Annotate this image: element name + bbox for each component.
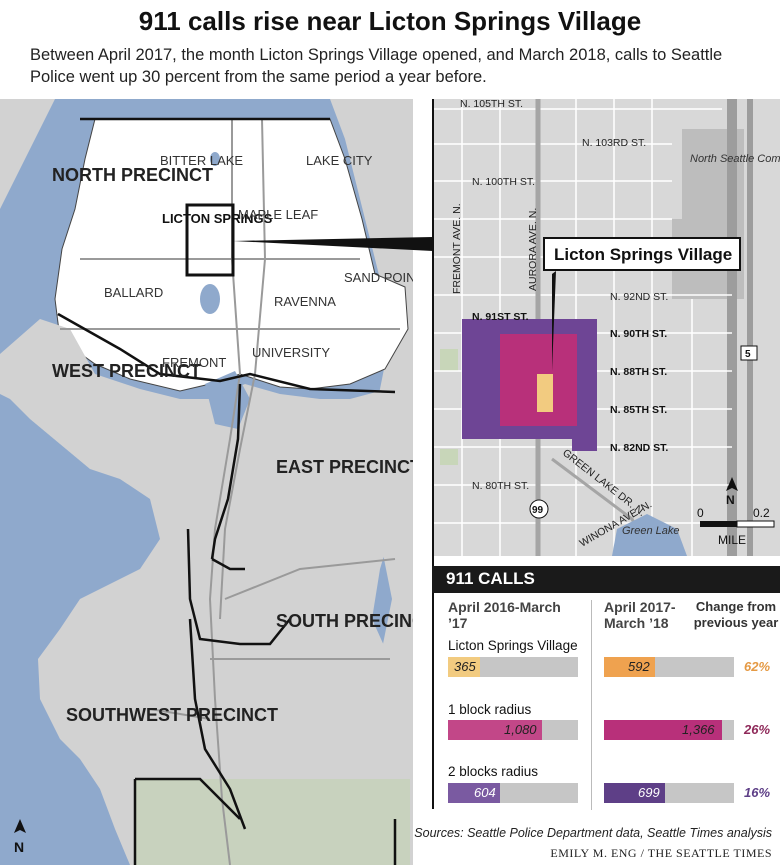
- svg-text:N. 85TH ST.: N. 85TH ST.: [610, 404, 667, 416]
- connector-line: [233, 237, 433, 251]
- precinct-label: SOUTHWEST PRECINCT: [66, 705, 278, 725]
- svg-text:0.2: 0.2: [753, 506, 770, 520]
- highway-99-icon: 99: [529, 499, 549, 519]
- neighborhood-label: SAND POINT: [344, 270, 413, 285]
- col-header: Change from previous year: [693, 599, 779, 630]
- bar-value: 1,366: [682, 722, 715, 737]
- bar-track: 592: [604, 657, 734, 677]
- svg-text:N: N: [14, 839, 24, 855]
- neighborhood-label: UNIVERSITY: [252, 345, 330, 360]
- row-label: 2 blocks radius: [448, 764, 539, 779]
- svg-text:MILE: MILE: [718, 533, 746, 547]
- svg-text:N. 80TH ST.: N. 80TH ST.: [472, 480, 529, 492]
- precinct-label: NORTH PRECINCT: [52, 165, 213, 185]
- bar-value: 592: [628, 659, 650, 674]
- svg-text:Green Lake: Green Lake: [622, 525, 679, 537]
- bitter-lake-small: [210, 152, 220, 166]
- change-value: 26%: [744, 722, 771, 737]
- svg-text:0: 0: [697, 506, 704, 520]
- harbor-island: [170, 544, 205, 577]
- green-lake-small: [200, 284, 220, 314]
- svg-text:99: 99: [532, 505, 544, 516]
- neighborhood-label: BALLARD: [104, 285, 163, 300]
- licton-springs-box: [185, 203, 235, 277]
- west-land: [0, 99, 55, 209]
- bar-track: 365: [448, 657, 578, 677]
- svg-text:N. 82ND ST.: N. 82ND ST.: [610, 442, 668, 454]
- bar-before: [448, 657, 480, 677]
- licton-springs-village-lot: [537, 374, 553, 412]
- svg-text:North Seattle Community Colleg: North Seattle Community College: [690, 153, 780, 165]
- green-lake: [612, 514, 687, 556]
- inset-map[interactable]: N. 105TH ST. N. 103RD ST. N. 100TH ST. N…: [432, 99, 780, 556]
- bar-track: 604: [448, 783, 578, 803]
- south-seattle: [0, 319, 405, 865]
- svg-text:N. 88TH ST.: N. 88TH ST.: [610, 366, 667, 378]
- svg-text:N. 92ND ST.: N. 92ND ST.: [610, 291, 668, 303]
- page-title: 911 calls rise near Licton Springs Villa…: [138, 6, 642, 36]
- neighborhood-label: RAVENNA: [274, 294, 336, 309]
- neighborhood-label: LAKE CITY: [306, 153, 373, 168]
- north-arrow-icon: N: [726, 477, 738, 507]
- neighborhood-label: BITTER LAKE: [160, 153, 243, 168]
- table-heading: 911 CALLS: [432, 566, 780, 593]
- col-header: April 2016-March ’17: [448, 599, 561, 631]
- subtitle: Between April 2017, the month Licton Spr…: [30, 46, 723, 86]
- svg-text:N. 103RD ST.: N. 103RD ST.: [582, 137, 646, 149]
- precinct-label: SOUTH PRECINCT: [276, 611, 413, 631]
- precinct-label: WEST PRECINCT: [52, 361, 201, 381]
- bar-track: 699: [604, 783, 734, 803]
- callout-box: [543, 237, 741, 271]
- svg-text:5: 5: [745, 349, 751, 360]
- bar-value: 699: [638, 785, 660, 800]
- bar-track: 1,366: [604, 720, 734, 740]
- highway-5-icon: 5: [740, 345, 758, 361]
- bar-before: [448, 720, 542, 740]
- neighborhood-label: LICTON SPRINGS: [162, 211, 273, 226]
- change-value: 62%: [744, 659, 771, 674]
- bar-after: [604, 720, 723, 740]
- bar-after: [604, 657, 656, 677]
- bar-value: 604: [474, 785, 496, 800]
- credit: EMILY M. ENG / THE SEATTLE TIMES: [550, 846, 772, 860]
- svg-text:N. 105TH ST.: N. 105TH ST.: [460, 99, 523, 110]
- svg-text:N: N: [726, 493, 735, 507]
- row-label: 1 block radius: [448, 702, 532, 717]
- change-value: 16%: [744, 785, 771, 800]
- col-header: April 2017-March ’18: [604, 599, 676, 631]
- svg-text:AURORA AVE. N.: AURORA AVE. N.: [527, 208, 539, 291]
- bar-before: [448, 783, 501, 803]
- source-note: Sources: Seattle Police Department data,…: [414, 826, 772, 840]
- svg-text:N. 91ST ST.: N. 91ST ST.: [472, 311, 529, 323]
- bar-value: 1,080: [504, 722, 537, 737]
- svg-text:Licton Springs Village: Licton Springs Village: [554, 245, 732, 264]
- bar-after: [604, 783, 665, 803]
- svg-text:N. 90TH ST.: N. 90TH ST.: [610, 328, 667, 340]
- north-arrow-icon: N: [14, 819, 26, 855]
- duwamish-land: [135, 779, 410, 865]
- city-map[interactable]: NORTH PRECINCT WEST PRECINCT EAST PRECIN…: [0, 99, 413, 865]
- svg-text:N. 100TH ST.: N. 100TH ST.: [472, 176, 535, 188]
- bar-value: 365: [454, 659, 476, 674]
- row-label: Licton Springs Village: [448, 638, 578, 653]
- bar-track: 1,080: [448, 720, 578, 740]
- neighborhood-label: MAPLE LEAF: [238, 207, 318, 222]
- precinct-label: EAST PRECINCT: [276, 457, 413, 477]
- scale-bar: 0 0.2 MILE: [697, 506, 775, 547]
- neighborhood-label: FREMONT: [162, 355, 226, 370]
- svg-text:FREMONT AVE. N.: FREMONT AVE. N.: [451, 203, 463, 294]
